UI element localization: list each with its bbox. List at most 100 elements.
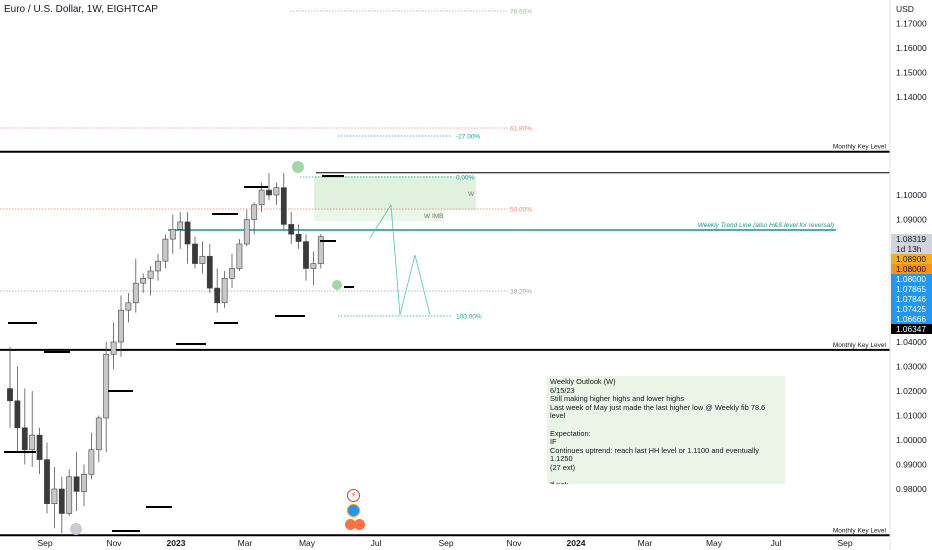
candle-body-31 — [236, 243, 243, 269]
candle-body-11 — [88, 449, 95, 475]
key-level-label-1: Monthly Key Level — [833, 342, 887, 349]
key-level-label-0: Monthly Key Level — [833, 144, 887, 151]
time-label-4: May — [299, 538, 316, 548]
price-tick-12: 1.17000 — [896, 19, 927, 29]
candle-body-41 — [310, 263, 317, 269]
candle-body-6 — [51, 488, 58, 504]
weekly-outlook-note[interactable]: Weekly Outlook (W) 6/15/23 Still making … — [547, 376, 785, 484]
candle-body-26 — [199, 255, 206, 264]
candle-body-24 — [184, 221, 191, 245]
earnings-event-icon[interactable] — [345, 519, 356, 530]
time-label-9: Mar — [638, 538, 653, 548]
time-label-5: Jul — [371, 538, 382, 548]
candle-body-40 — [303, 241, 309, 269]
swing-high-circle — [292, 161, 304, 173]
price-tick-0: 0.98000 — [896, 484, 927, 494]
candle-body-0 — [7, 388, 13, 402]
price-tag-text-9: 1.06347 — [896, 324, 926, 334]
candle-body-39 — [295, 233, 302, 242]
candle-body-25 — [192, 243, 198, 264]
candle-body-14 — [110, 341, 117, 355]
price-tick-7: 1.09000 — [896, 215, 927, 225]
candle-body-37 — [280, 187, 287, 225]
candle-body-5 — [44, 459, 50, 505]
candle-body-38 — [288, 224, 295, 235]
price-tag-5 — [891, 284, 932, 294]
price-tag-text-0: 1.08319 — [896, 234, 926, 244]
lightning-event-icon[interactable]: ⚡ — [347, 489, 360, 502]
candle-body-10 — [81, 473, 87, 492]
price-tag-text-3: 1.08000 — [896, 264, 926, 274]
price-tick-10: 1.15000 — [896, 68, 927, 78]
marker-circle — [70, 523, 82, 535]
axis-layer: USD 0.98000 0.99000 1.00000 1.01000 1.02000 1.… — [37, 0, 932, 550]
candle-body-17 — [132, 282, 139, 304]
projection-line-0 — [369, 204, 392, 239]
candle-body-22 — [169, 229, 176, 240]
candle-body-33 — [251, 204, 258, 220]
weekly-imb-zone — [314, 210, 444, 221]
price-tag-9 — [891, 324, 932, 334]
candle-body-3 — [29, 434, 36, 451]
price-tag-8 — [891, 314, 932, 324]
fib-label-2: -27.00% — [456, 134, 480, 141]
fib-label-5: 38.20% — [510, 289, 532, 296]
symbol-title: Euro / U.S. Dollar, 1W, EIGHTCAP — [4, 4, 158, 15]
price-tag-text-2: 1.08900 — [896, 254, 926, 264]
candle-body-8 — [66, 476, 73, 514]
price-tick-6: 1.04000 — [896, 337, 927, 347]
candle-body-15 — [118, 309, 124, 343]
candle-body-1 — [14, 400, 21, 429]
candles-layer — [7, 172, 324, 534]
candle-body-42 — [317, 236, 324, 264]
zones-layer: W W IMB — [314, 176, 476, 221]
price-tag-text-7: 1.07425 — [896, 304, 926, 314]
dividend-event-icon[interactable] — [347, 504, 360, 517]
price-tick-9: 1.14000 — [896, 92, 927, 102]
price-tag-1 — [891, 244, 932, 254]
price-tag-text-4: 1.08000 — [896, 274, 926, 284]
candle-body-27 — [206, 255, 213, 289]
price-tag-text-1: 1d 13h — [896, 244, 922, 254]
candle-body-18 — [140, 277, 147, 284]
projection-line-3 — [414, 254, 431, 316]
candle-body-30 — [229, 268, 235, 279]
time-label-3: Mar — [238, 538, 253, 548]
price-tick-5: 1.03000 — [896, 362, 927, 372]
candle-body-12 — [95, 417, 102, 451]
candle-body-7 — [58, 488, 65, 514]
price-tag-6 — [891, 294, 932, 304]
candle-body-21 — [162, 238, 169, 262]
currency-label: USD — [896, 4, 914, 14]
candle-body-36 — [273, 187, 280, 196]
earnings-event-icon-2[interactable] — [354, 519, 365, 530]
price-tick-2: 1.00000 — [896, 435, 927, 445]
time-label-1: Nov — [106, 538, 122, 548]
fib-label-4: 50.00% — [510, 207, 532, 214]
price-tag-text-6: 1.07846 — [896, 294, 926, 304]
zone-label-imb: W IMB — [424, 213, 444, 220]
price-tick-8: 1.10000 — [896, 190, 927, 200]
fib-label-0: 78.60% — [510, 9, 532, 16]
projection-line-1 — [390, 204, 401, 316]
price-tag-3 — [891, 264, 932, 274]
price-tag-7 — [891, 304, 932, 314]
swing-low-circle — [332, 280, 342, 290]
candle-body-2 — [21, 427, 28, 451]
price-tick-1: 0.99000 — [896, 460, 927, 470]
key-level-label-2: Monthly Key Level — [833, 527, 887, 534]
fib-label-3: 0.00% — [456, 175, 475, 182]
fib-label-1: 61.80% — [510, 126, 532, 133]
time-label-2: 2023 — [167, 538, 186, 548]
price-tick-3: 1.01000 — [896, 411, 927, 421]
candle-body-35 — [266, 189, 272, 196]
price-tag-4 — [891, 274, 932, 284]
projection-line-2 — [399, 254, 416, 316]
time-label-6: Sep — [438, 538, 453, 548]
price-tag-2 — [891, 254, 932, 264]
time-label-8: 2024 — [567, 538, 586, 548]
weekly-zone — [314, 176, 476, 210]
fib-layer: 78.60% 61.80% -27.00% 0.00% 50.00% 38.20% 100.… — [0, 9, 532, 321]
marks-layer — [4, 161, 431, 535]
